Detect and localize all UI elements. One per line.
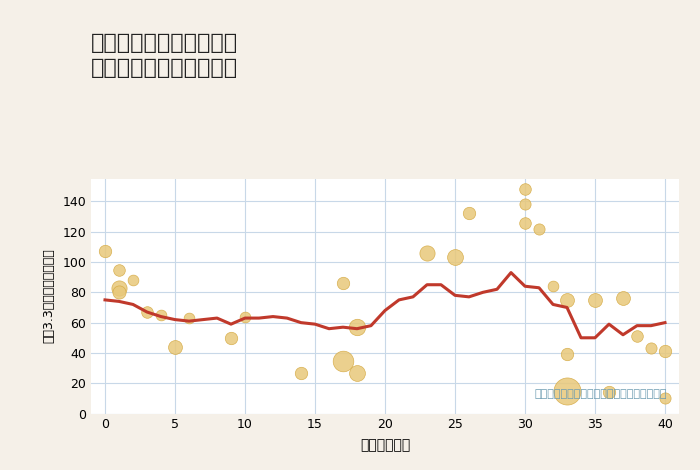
X-axis label: 築年数（年）: 築年数（年） <box>360 439 410 453</box>
Point <box>449 254 461 261</box>
Text: 兵庫県尼崎市戸ノ内町の
築年数別中古戸建て価格: 兵庫県尼崎市戸ノ内町の 築年数別中古戸建て価格 <box>91 33 238 78</box>
Point <box>617 295 629 302</box>
Point <box>127 276 139 284</box>
Point <box>561 387 573 395</box>
Point <box>603 389 615 396</box>
Point <box>141 308 153 316</box>
Point <box>337 280 349 287</box>
Text: 円の大きさは、取引のあった物件面積を示す: 円の大きさは、取引のあった物件面積を示す <box>535 390 667 400</box>
Point <box>561 351 573 358</box>
Y-axis label: 坪（3.3㎡）単価（万円）: 坪（3.3㎡）単価（万円） <box>42 249 55 344</box>
Point <box>351 323 363 331</box>
Point <box>155 311 167 319</box>
Point <box>519 219 531 227</box>
Point <box>183 314 195 322</box>
Point <box>337 357 349 364</box>
Point <box>295 369 307 376</box>
Point <box>239 313 251 321</box>
Point <box>225 334 237 342</box>
Point <box>351 369 363 376</box>
Point <box>463 210 475 217</box>
Point <box>99 248 111 255</box>
Point <box>533 225 545 232</box>
Point <box>547 282 559 290</box>
Point <box>631 332 643 340</box>
Point <box>589 296 601 304</box>
Point <box>519 201 531 208</box>
Point <box>113 266 125 274</box>
Point <box>659 395 671 402</box>
Point <box>113 289 125 296</box>
Point <box>421 249 433 257</box>
Point <box>113 284 125 291</box>
Point <box>561 296 573 304</box>
Point <box>519 186 531 193</box>
Point <box>659 348 671 355</box>
Point <box>169 343 181 351</box>
Point <box>645 345 657 352</box>
